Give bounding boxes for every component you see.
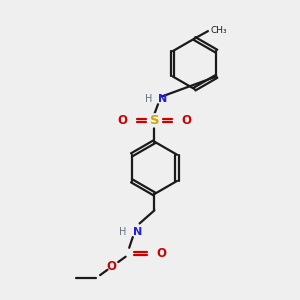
Text: O: O [156,247,166,260]
Text: O: O [181,114,191,127]
Text: N: N [133,227,142,237]
Text: N: N [158,94,167,104]
Text: O: O [118,114,128,127]
Text: H: H [145,94,152,104]
Text: O: O [106,260,116,273]
Text: H: H [119,227,127,237]
Text: CH₃: CH₃ [210,26,227,35]
Text: S: S [150,114,159,127]
